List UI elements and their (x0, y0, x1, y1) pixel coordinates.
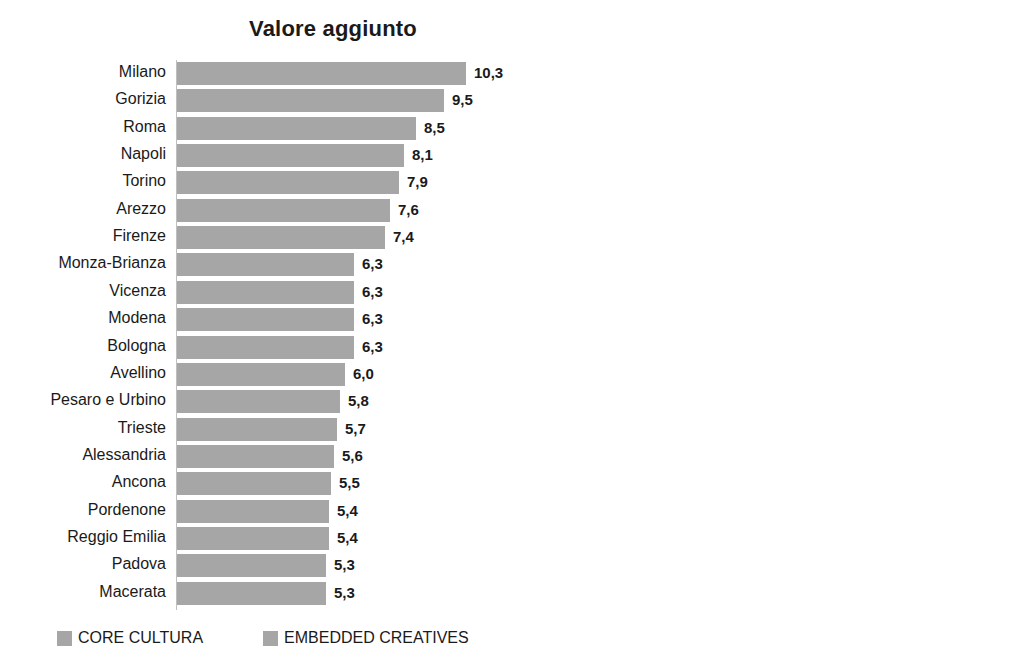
bar (177, 117, 416, 140)
value-label: 5,7 (345, 420, 366, 437)
value-label: 10,3 (474, 64, 503, 81)
bar-row: Bologna 6,3 (0, 336, 1024, 359)
category-label: Modena (0, 309, 166, 327)
category-label: Bologna (0, 337, 166, 355)
bar (177, 336, 354, 359)
bar (177, 62, 466, 85)
category-label: Napoli (0, 145, 166, 163)
bar (177, 226, 385, 249)
bar (177, 308, 354, 331)
bar (177, 418, 337, 441)
category-label: Alessandria (0, 446, 166, 464)
legend-label: CORE CULTURA (78, 629, 203, 647)
value-label: 8,1 (412, 146, 433, 163)
category-label: Roma (0, 118, 166, 136)
category-label: Vicenza (0, 282, 166, 300)
bar-row: Napoli 8,1 (0, 144, 1024, 167)
bar-row: Milano 10,3 (0, 62, 1024, 85)
value-label: 5,5 (339, 474, 360, 491)
bar (177, 390, 340, 413)
value-label: 5,3 (334, 556, 355, 573)
chart-title: Valore aggiunto (120, 16, 546, 42)
bar-row: Padova 5,3 (0, 554, 1024, 577)
value-label: 5,6 (342, 447, 363, 464)
bar-row: Reggio Emilia 5,4 (0, 527, 1024, 550)
bar (177, 199, 390, 222)
bar-row: Firenze 7,4 (0, 226, 1024, 249)
legend: CORE CULTURA EMBEDDED CREATIVES (57, 629, 469, 647)
legend-item-core-cultura: CORE CULTURA (57, 629, 203, 647)
category-label: Torino (0, 172, 166, 190)
plot-area: Milano 10,3 Gorizia 9,5 Roma 8,5 Napoli 8,1 Tori… (0, 58, 1024, 612)
category-label: Ancona (0, 473, 166, 491)
bar-row: Alessandria 5,6 (0, 445, 1024, 468)
category-label: Firenze (0, 227, 166, 245)
category-label: Monza-Brianza (0, 254, 166, 272)
value-label: 6,3 (362, 283, 383, 300)
value-label: 5,4 (337, 529, 358, 546)
category-label: Arezzo (0, 200, 166, 218)
category-label: Avellino (0, 364, 166, 382)
bar (177, 363, 345, 386)
legend-item-embedded-creatives: EMBEDDED CREATIVES (263, 629, 469, 647)
bar (177, 582, 326, 605)
bar-row: Macerata 5,3 (0, 582, 1024, 605)
category-label: Trieste (0, 419, 166, 437)
bar-row: Trieste 5,7 (0, 418, 1024, 441)
value-label: 7,4 (393, 228, 414, 245)
bar (177, 253, 354, 276)
bar (177, 171, 399, 194)
bar (177, 144, 404, 167)
category-label: Pordenone (0, 501, 166, 519)
value-label: 6,3 (362, 255, 383, 272)
value-label: 5,8 (348, 392, 369, 409)
bar-row: Pesaro e Urbino 5,8 (0, 390, 1024, 413)
bar (177, 527, 329, 550)
bar (177, 472, 331, 495)
value-label: 7,9 (407, 173, 428, 190)
category-label: Gorizia (0, 90, 166, 108)
bar (177, 281, 354, 304)
bar-row: Ancona 5,5 (0, 472, 1024, 495)
value-label: 8,5 (424, 119, 445, 136)
value-label: 9,5 (452, 91, 473, 108)
value-label: 6,3 (362, 310, 383, 327)
bar-row: Torino 7,9 (0, 171, 1024, 194)
bar (177, 500, 329, 523)
bar-row: Monza-Brianza 6,3 (0, 253, 1024, 276)
category-label: Reggio Emilia (0, 528, 166, 546)
legend-swatch-icon (263, 631, 278, 646)
bar-row: Avellino 6,0 (0, 363, 1024, 386)
bar-row: Modena 6,3 (0, 308, 1024, 331)
value-label: 6,3 (362, 338, 383, 355)
bar-row: Pordenone 5,4 (0, 500, 1024, 523)
category-label: Macerata (0, 583, 166, 601)
category-label: Milano (0, 63, 166, 81)
value-label: 7,6 (398, 201, 419, 218)
bar-row: Vicenza 6,3 (0, 281, 1024, 304)
value-label: 5,4 (337, 502, 358, 519)
bar (177, 445, 334, 468)
category-label: Padova (0, 555, 166, 573)
value-label: 6,0 (353, 365, 374, 382)
legend-label: EMBEDDED CREATIVES (284, 629, 469, 647)
bar-row: Gorizia 9,5 (0, 89, 1024, 112)
bar (177, 89, 444, 112)
bar (177, 554, 326, 577)
bar-row: Roma 8,5 (0, 117, 1024, 140)
legend-swatch-icon (57, 631, 72, 646)
category-label: Pesaro e Urbino (0, 391, 166, 409)
bar-chart: Valore aggiunto Milano 10,3 Gorizia 9,5 Roma… (0, 0, 1024, 667)
bar-row: Arezzo 7,6 (0, 199, 1024, 222)
value-label: 5,3 (334, 584, 355, 601)
